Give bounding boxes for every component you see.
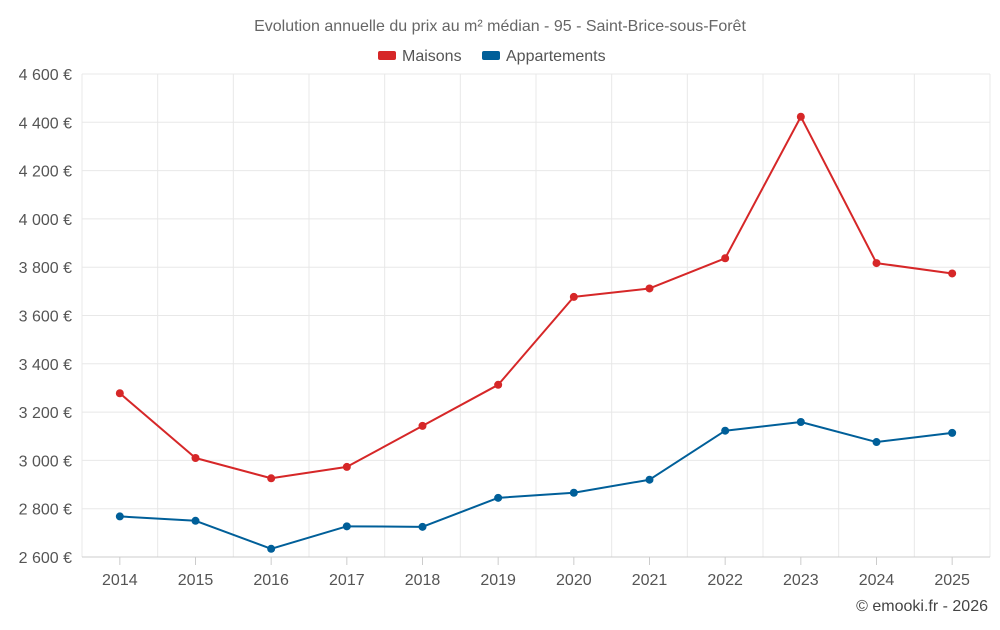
- y-tick-label: 3 800 €: [19, 260, 72, 277]
- series-line-maisons: [119, 115, 953, 480]
- legend-swatch-maisons: [378, 51, 396, 60]
- x-tick-label: 2019: [480, 572, 516, 589]
- x-tick-label: 2025: [934, 572, 970, 589]
- x-tick-label: 2021: [632, 572, 668, 589]
- x-tick-label: 2022: [707, 572, 743, 589]
- y-tick-label: 3 600 €: [19, 309, 72, 326]
- x-tick-label: 2024: [859, 572, 895, 589]
- data-point-maisons[interactable]: [191, 453, 200, 462]
- data-point-appartements[interactable]: [115, 512, 124, 521]
- legend-label-appartements: Appartements: [506, 48, 606, 65]
- data-point-appartements[interactable]: [494, 493, 503, 502]
- y-tick-label: 4 200 €: [19, 164, 72, 181]
- data-point-appartements[interactable]: [569, 488, 578, 497]
- data-point-maisons[interactable]: [645, 284, 654, 293]
- series-line-appartements: [119, 421, 953, 550]
- grid: [81, 73, 991, 558]
- y-tick-label: 4 600 €: [19, 67, 72, 84]
- x-tick-label: 2018: [405, 572, 441, 589]
- data-point-appartements[interactable]: [418, 522, 427, 531]
- y-tick-label: 3 200 €: [19, 405, 72, 422]
- data-point-appartements[interactable]: [872, 438, 881, 447]
- x-axis: 2014 2015 2016 2017 2018 2019 2020 2021 2022 2023…: [82, 556, 990, 589]
- legend-swatch-appartements: [482, 51, 500, 60]
- y-tick-label: 3 400 €: [19, 357, 72, 374]
- legend-label-maisons: Maisons: [402, 48, 462, 65]
- data-point-appartements[interactable]: [796, 418, 805, 427]
- data-point-appartements[interactable]: [342, 522, 351, 531]
- data-point-appartements[interactable]: [721, 426, 730, 435]
- data-point-maisons[interactable]: [721, 254, 730, 263]
- data-point-appartements[interactable]: [191, 516, 200, 525]
- legend-item-maisons[interactable]: Maisons: [378, 48, 462, 65]
- data-point-appartements[interactable]: [267, 544, 276, 553]
- x-tick-label: 2020: [556, 572, 592, 589]
- x-tick-label: 2015: [178, 572, 214, 589]
- data-point-maisons[interactable]: [948, 269, 957, 278]
- y-tick-label: 4 400 €: [19, 115, 72, 132]
- data-point-maisons[interactable]: [115, 389, 124, 398]
- x-tick-label: 2014: [102, 572, 138, 589]
- data-point-maisons[interactable]: [569, 292, 578, 301]
- series-maisons: [115, 112, 957, 483]
- data-point-maisons[interactable]: [418, 421, 427, 430]
- y-axis: 2 600 € 2 800 € 3 000 € 3 200 € 3 400 € 3 600…: [19, 67, 72, 567]
- legend-item-appartements[interactable]: Appartements: [482, 48, 606, 65]
- data-point-maisons[interactable]: [872, 259, 881, 268]
- y-tick-label: 2 800 €: [19, 502, 72, 519]
- y-tick-label: 2 600 €: [19, 550, 72, 567]
- x-tick-label: 2023: [783, 572, 819, 589]
- credit-text: © emooki.fr - 2026: [856, 598, 988, 615]
- data-point-appartements[interactable]: [645, 475, 654, 484]
- x-tick-label: 2017: [329, 572, 365, 589]
- chart-title: Evolution annuelle du prix au m² médian …: [254, 18, 746, 35]
- data-point-maisons[interactable]: [342, 462, 351, 471]
- x-tick-label: 2016: [253, 572, 289, 589]
- y-tick-label: 3 000 €: [19, 453, 72, 470]
- data-point-maisons[interactable]: [267, 474, 276, 483]
- series-appartements: [115, 418, 957, 553]
- data-point-maisons[interactable]: [494, 380, 503, 389]
- series: [115, 112, 957, 553]
- legend: Maisons Appartements: [378, 48, 606, 65]
- data-point-appartements[interactable]: [948, 428, 957, 437]
- data-point-maisons[interactable]: [796, 112, 805, 121]
- y-tick-label: 4 000 €: [19, 212, 72, 229]
